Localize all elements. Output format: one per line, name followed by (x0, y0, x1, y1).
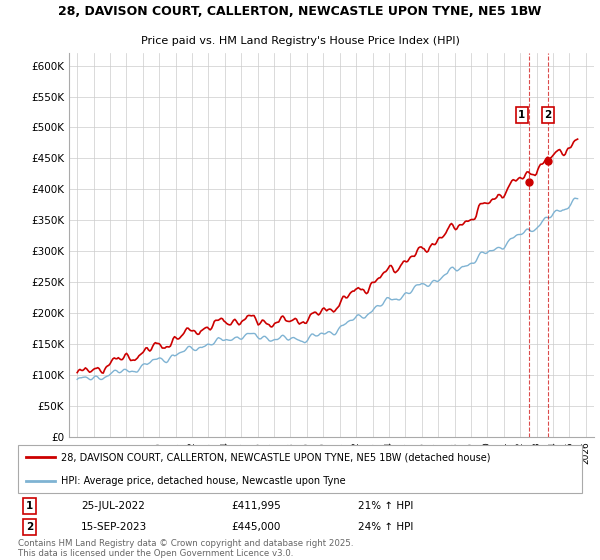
Text: £411,995: £411,995 (231, 501, 281, 511)
Text: 28, DAVISON COURT, CALLERTON, NEWCASTLE UPON TYNE, NE5 1BW: 28, DAVISON COURT, CALLERTON, NEWCASTLE … (58, 5, 542, 18)
Text: £445,000: £445,000 (231, 522, 280, 532)
Text: 1: 1 (518, 110, 526, 120)
FancyBboxPatch shape (18, 445, 582, 493)
Text: 15-SEP-2023: 15-SEP-2023 (81, 522, 148, 532)
Text: 21% ↑ HPI: 21% ↑ HPI (358, 501, 413, 511)
Text: 25-JUL-2022: 25-JUL-2022 (81, 501, 145, 511)
Text: Contains HM Land Registry data © Crown copyright and database right 2025.
This d: Contains HM Land Registry data © Crown c… (18, 539, 353, 558)
Text: 24% ↑ HPI: 24% ↑ HPI (358, 522, 413, 532)
Text: 28, DAVISON COURT, CALLERTON, NEWCASTLE UPON TYNE, NE5 1BW (detached house): 28, DAVISON COURT, CALLERTON, NEWCASTLE … (61, 452, 490, 463)
Text: 2: 2 (544, 110, 551, 120)
Text: 2: 2 (26, 522, 33, 532)
Text: HPI: Average price, detached house, Newcastle upon Tyne: HPI: Average price, detached house, Newc… (61, 475, 346, 486)
Text: Price paid vs. HM Land Registry's House Price Index (HPI): Price paid vs. HM Land Registry's House … (140, 36, 460, 46)
Text: 1: 1 (26, 501, 33, 511)
